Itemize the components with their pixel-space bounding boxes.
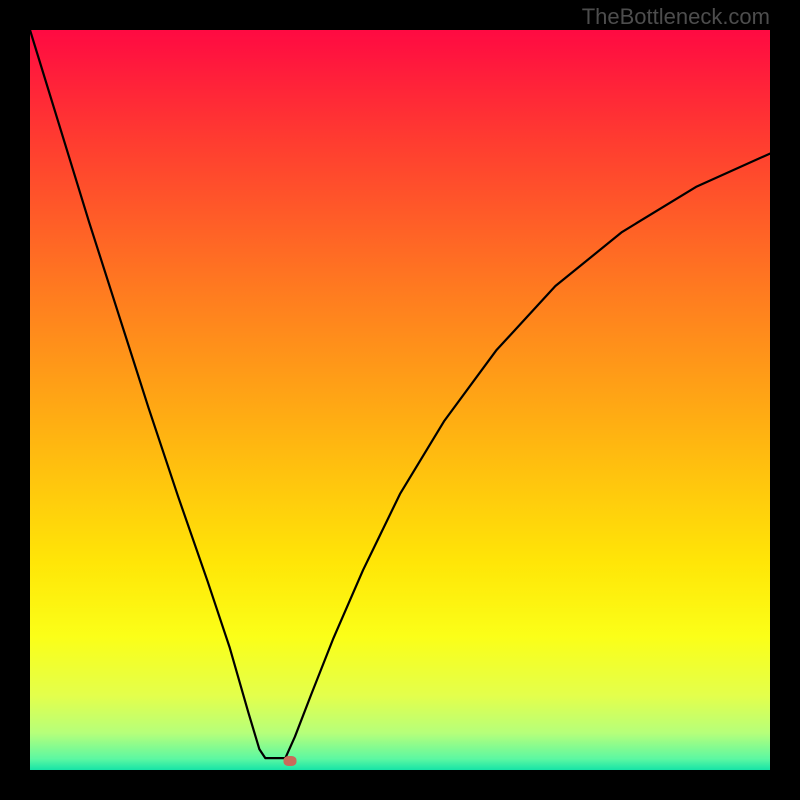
chart-frame: TheBottleneck.com	[0, 0, 800, 800]
plot-area	[30, 30, 770, 770]
bottleneck-curve	[30, 30, 770, 770]
optimal-point-marker	[284, 756, 297, 766]
watermark-text: TheBottleneck.com	[582, 4, 770, 30]
curve-path	[30, 30, 770, 758]
